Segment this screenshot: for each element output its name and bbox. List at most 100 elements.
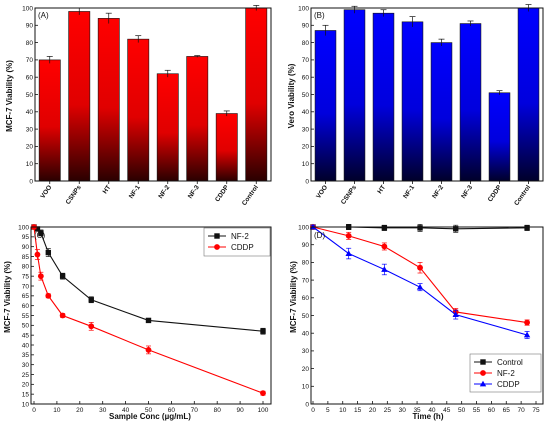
panel-c-ytick-label: 45: [22, 332, 30, 339]
panel-c-xtick-label: 50: [145, 407, 153, 414]
panel-c-ytick-label: 90: [22, 244, 30, 251]
panel-d-xtick-label: 15: [354, 407, 362, 414]
panel-d-frame: [310, 226, 544, 405]
panel-b-bar: [314, 30, 337, 182]
panel-a-yticks: 0 10 20 30 40 50 60 70 80 90 100: [22, 5, 38, 185]
panel-c-ytick-label: 100: [18, 224, 29, 231]
panel-b-ytick-label: 0: [305, 178, 309, 185]
panel-c-xticks: 0 10 20 30 40 50 60 70 80 90 100: [32, 401, 269, 414]
panel-c-data-point: [45, 249, 52, 256]
panel-c-xtick-label: 80: [214, 407, 222, 414]
panel-c-ytick-label: 75: [22, 273, 30, 280]
panel-c-legend-marker: [214, 233, 220, 239]
panel-d-data-point: [452, 311, 459, 318]
panel-a-label: (A): [38, 11, 49, 20]
panel-c-ytick-label: 20: [22, 382, 30, 389]
panel-d-ytick-label: 30: [302, 348, 310, 355]
panel-c-xtick-label: 20: [76, 407, 84, 414]
panel-c-data-point: [260, 328, 266, 334]
panel-a: MCF-7 Viability (%) 0 10 20 30 40 50 60 70 80 90 1…: [5, 5, 272, 207]
panel-b-category-label: NF-3: [460, 184, 474, 200]
panel-d-data-point: [524, 319, 530, 326]
panel-a-ytick-label: 0: [29, 178, 33, 185]
panel-a-ytick-label: 90: [26, 23, 34, 30]
panel-d-legend-label: CDDP: [497, 380, 520, 389]
panel-b-bar: [459, 23, 482, 182]
panel-d-ytick-label: 100: [298, 224, 309, 231]
panel-b-yticks: 0 10 20 30 40 50 60 70 80 90 100: [298, 5, 314, 185]
panel-a-bar: [215, 113, 238, 182]
panel-c-ytick-label: 70: [22, 283, 30, 290]
panel-a-bar: [38, 59, 61, 182]
panel-d-series: [309, 223, 531, 339]
panel-a-category-label: Control: [241, 184, 260, 207]
panel-c-ytick-label: 25: [22, 372, 30, 379]
panel-b-bar: [430, 42, 453, 182]
panel-c-series: [31, 224, 266, 397]
panel-a-ytick-label: 70: [26, 57, 34, 64]
panel-a-ytick-label: 80: [26, 40, 34, 47]
panel-b-bar: [488, 92, 511, 182]
panel-a-ytick-label: 10: [26, 161, 34, 168]
panel-b-category-label: CSNPs: [340, 184, 358, 206]
panel-d-xtick-label: 45: [443, 407, 451, 414]
panel-d-ytick-label: 20: [302, 366, 310, 373]
panel-c-xtick-label: 40: [122, 407, 130, 414]
panel-c: MCF-7 Viability (%) Sample Conc (µg/mL) …: [3, 224, 272, 421]
panel-b-bar: [372, 12, 395, 182]
panel-b-ytick-label: 60: [302, 75, 310, 82]
panel-d-yticks: 0 10 20 30 40 50 60 70 80 90 100: [298, 224, 314, 408]
panel-b-bar: [343, 9, 366, 182]
panel-b-bar: [401, 21, 424, 182]
panel-d-xtick-label: 5: [326, 407, 330, 414]
panel-d-data-point: [381, 225, 388, 231]
panel-d-data-point: [416, 283, 424, 290]
panel-d-data-point: [381, 266, 388, 272]
panel-d-series-line: [312, 226, 528, 324]
panel-b-frame: [310, 7, 544, 182]
panel-a-category-label: VOO: [39, 184, 53, 200]
panel-b-category-label: NF-2: [431, 184, 445, 200]
panel-a-ytick-label: 30: [26, 126, 34, 133]
panel-d-data-point: [381, 243, 388, 250]
panel-a-bar: [97, 18, 120, 182]
panel-c-xtick-label: 70: [191, 407, 199, 414]
panel-d-ytick-label: 50: [302, 313, 310, 320]
panel-d: MCF-7 Viability (%) Time (h) 01020304050…: [289, 223, 544, 421]
panel-b-ytick-label: 70: [302, 57, 310, 64]
panel-c-data-point: [34, 226, 41, 232]
panel-d-xtick-label: 0: [311, 407, 315, 414]
panel-c-ytick-label: 15: [22, 391, 30, 398]
panel-c-legend-entry: NF-2: [208, 232, 249, 241]
panel-c-xtick-label: 90: [236, 407, 244, 414]
panel-a-ytick-label: 100: [22, 5, 33, 12]
panel-d-legend-marker: [480, 370, 486, 376]
panel-b-ytick-label: 20: [302, 144, 310, 151]
panel-c-legend-entry: CDDP: [208, 243, 254, 252]
panel-c-series-cddp: [31, 224, 266, 397]
panel-c-xlabel: Sample Conc (µg/mL): [109, 412, 191, 421]
panel-c-data-point: [45, 292, 52, 299]
panel-d-legend-marker: [480, 359, 486, 365]
panel-d-xtick-label: 40: [428, 407, 436, 414]
panel-d-label: (D): [314, 231, 325, 240]
panel-b: Vero Viability (%) 0 10 20 30 40 50 60 70 80 90 10…: [287, 4, 544, 207]
panel-d-data-point: [524, 225, 530, 231]
panel-a-frame: [34, 7, 272, 182]
panel-b-ytick-label: 10: [302, 161, 310, 168]
panel-a-bar: [127, 38, 150, 182]
panel-d-xtick-label: 30: [399, 407, 407, 414]
panel-a-ytick-label: 20: [26, 144, 34, 151]
panel-c-data-point: [145, 347, 152, 353]
panel-d-series-control: [310, 223, 530, 233]
panel-a-category-label: NF-2: [157, 184, 171, 200]
panel-c-frame: [30, 226, 272, 405]
panel-c-data-point: [34, 251, 41, 258]
panel-c-legend-label: NF-2: [231, 232, 249, 241]
panel-b-category-label: Control: [513, 184, 532, 207]
panel-c-legend: NF-2 CDDP: [203, 227, 271, 257]
panel-c-ytick-label: 85: [22, 254, 30, 261]
panel-d-series-nf-2: [310, 224, 530, 326]
panel-d-ytick-label: 40: [302, 331, 310, 338]
panel-c-ytick-label: 65: [22, 293, 30, 300]
